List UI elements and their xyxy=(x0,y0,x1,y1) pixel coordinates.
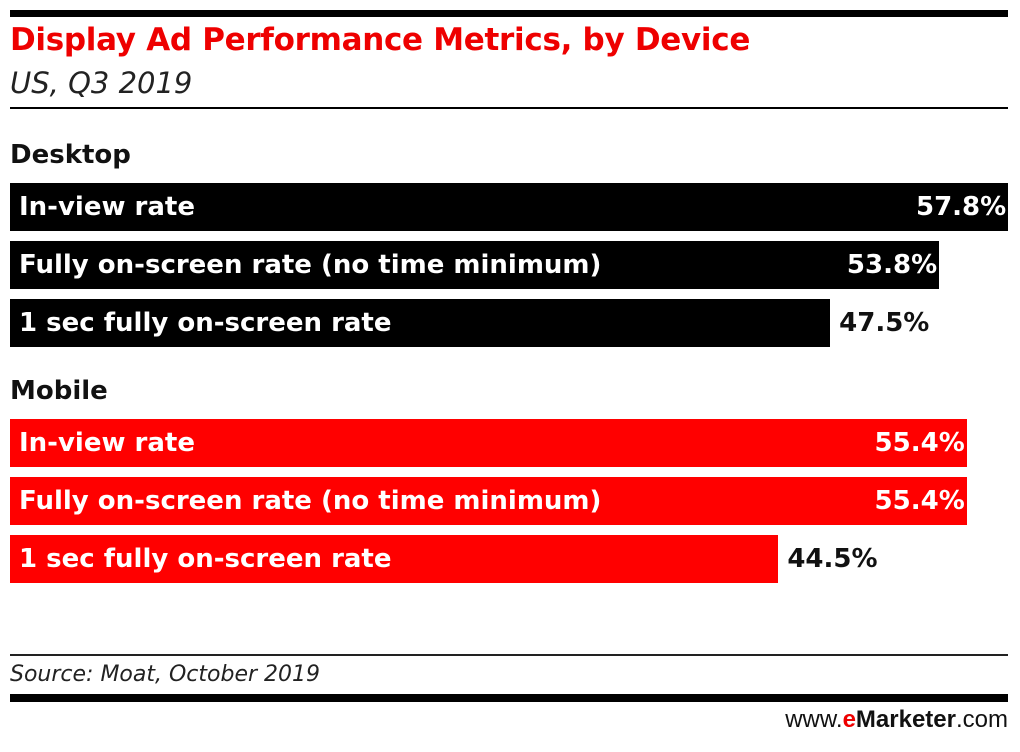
bar-category-label: 1 sec fully on-screen rate xyxy=(19,308,392,338)
bar-category-label: In-view rate xyxy=(19,428,195,458)
bar xyxy=(10,183,1008,231)
chart-subtitle: US, Q3 2019 xyxy=(10,66,193,100)
bar-value-label: 55.4% xyxy=(874,486,965,516)
bar-category-label: Fully on-screen rate (no time minimum) xyxy=(19,486,602,516)
chart-title: Display Ad Performance Metrics, by Devic… xyxy=(10,22,751,58)
bar xyxy=(10,241,939,289)
header-rule xyxy=(10,107,1008,109)
footer-rule xyxy=(10,654,1008,656)
bar-value-label: 55.4% xyxy=(874,428,965,458)
bar-category-label: In-view rate xyxy=(19,192,195,222)
bar-category-label: 1 sec fully on-screen rate xyxy=(19,544,392,574)
bar-value-label: 57.8% xyxy=(916,192,1007,222)
bar-category-label: Fully on-screen rate (no time minimum) xyxy=(19,250,602,280)
bar-value-label: 53.8% xyxy=(846,250,938,280)
bar xyxy=(10,419,967,467)
bar xyxy=(10,477,967,525)
bottom-rule xyxy=(10,694,1008,702)
emarketer-logo: www.eMarketer.com xyxy=(785,706,1008,733)
bar-value-label: 44.5% xyxy=(787,544,878,574)
bar xyxy=(10,535,779,583)
group-label-desktop: Desktop xyxy=(10,140,131,170)
source-note: Source: Moat, October 2019 xyxy=(10,662,321,687)
bar xyxy=(10,299,831,347)
group-label-mobile: Mobile xyxy=(10,376,108,406)
bar-value-label: 47.5% xyxy=(839,308,930,338)
top-rule xyxy=(10,10,1008,17)
